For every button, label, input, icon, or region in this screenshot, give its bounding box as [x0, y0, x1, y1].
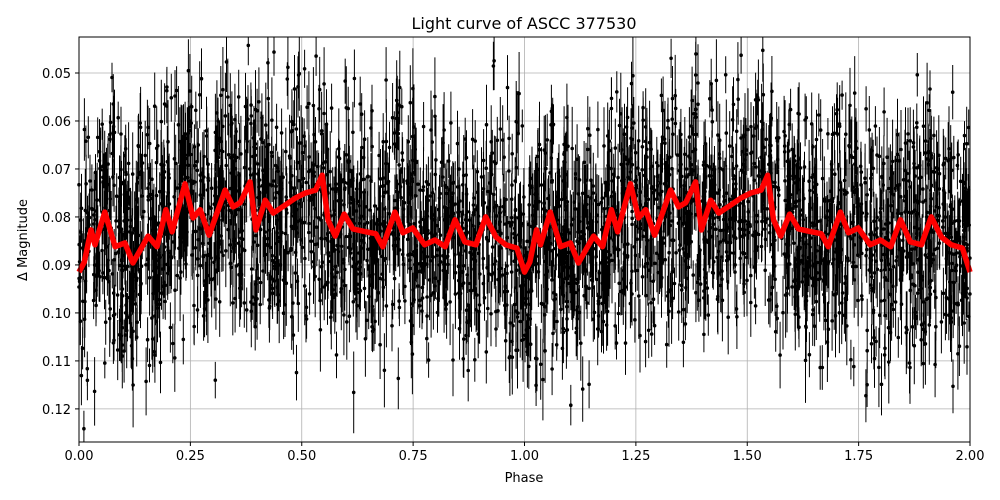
x-axis-label: Phase: [505, 471, 544, 486]
x-tick-label: 1.75: [844, 449, 873, 464]
y-tick-label: 0.09: [42, 259, 71, 274]
x-tick-label: 0.25: [176, 449, 205, 464]
x-tick-label: 0.75: [399, 449, 428, 464]
y-tick-label: 0.12: [42, 403, 71, 418]
y-tick-label: 0.10: [42, 307, 71, 322]
x-tick-label: 0.00: [65, 449, 94, 464]
chart-title: Light curve of ASCC 377530: [411, 14, 636, 33]
x-tick-label: 1.50: [733, 449, 762, 464]
model-curve: [76, 172, 973, 275]
y-axis-label: Δ Magnitude: [16, 199, 31, 281]
y-tick-label: 0.08: [42, 211, 71, 226]
x-tick-label: 1.00: [510, 449, 539, 464]
y-tick-label: 0.11: [42, 355, 71, 370]
x-tick-label: 2.00: [956, 449, 985, 464]
y-tick-label: 0.06: [42, 115, 71, 130]
x-tick-label: 1.25: [621, 449, 650, 464]
observation-points: [77, 37, 972, 442]
y-tick-label: 0.07: [42, 163, 71, 178]
y-axis-ticks: 0.05 0.06 0.07 0.08 0.09 0.10 0.11 0.12: [42, 67, 79, 418]
x-tick-label: 0.50: [287, 449, 316, 464]
y-tick-label: 0.05: [42, 67, 71, 82]
x-axis-ticks: 0.00 0.25 0.50 0.75 1.00 1.25 1.50 1.75 2.00: [65, 442, 985, 464]
